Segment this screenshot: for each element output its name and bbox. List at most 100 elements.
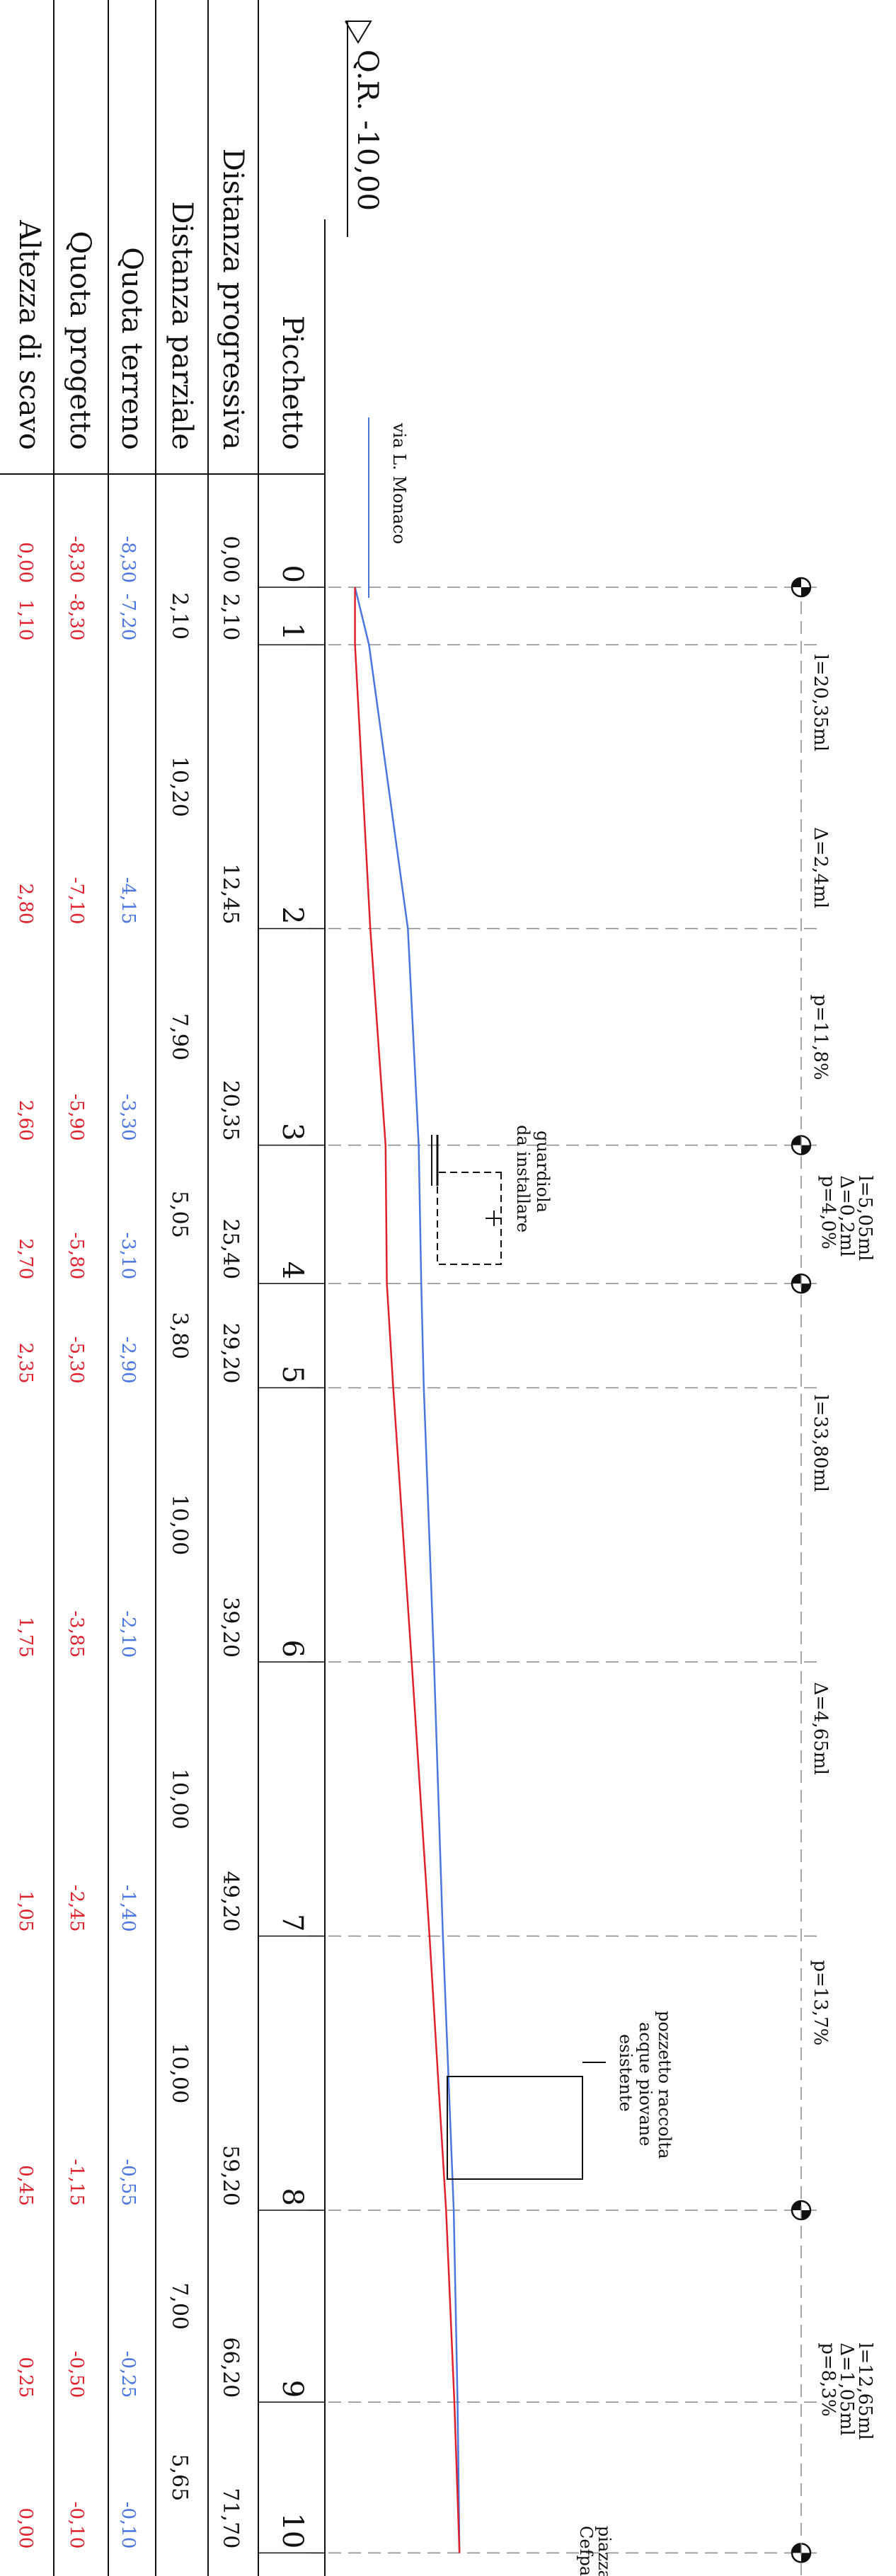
segment-drop-label: Δ=2,4ml — [810, 827, 831, 908]
excavation-depth-label: 0,45 — [15, 2165, 36, 2206]
pozzetto-label-3: esistente — [616, 2034, 636, 2112]
excavation-depth-label: 1,10 — [15, 599, 36, 640]
station-id-label: 4 — [276, 1261, 309, 1279]
progressive-distance-label: 49,20 — [218, 1871, 243, 1932]
profile-lines — [354, 587, 461, 2553]
end-label-2: Cefpa — [576, 2526, 596, 2576]
partial-distance-label: 10,00 — [167, 1494, 192, 1555]
partial-distance-label: 3,80 — [167, 1312, 192, 1359]
partial-distance-label: 10,00 — [167, 1769, 192, 1830]
label-picchetto: Picchetto — [276, 316, 309, 450]
excavation-depth-label: 0,00 — [15, 542, 36, 583]
pozzetto-box — [447, 2076, 583, 2180]
guardiola-label-2: da installare — [513, 1125, 533, 1232]
start-road-label: via L. Monaco — [389, 422, 409, 544]
project-elevation-label: -5,30 — [66, 1336, 87, 1384]
terrain-elevation-label: -7,20 — [117, 594, 139, 641]
terrain-elevation-label: -2,90 — [117, 1336, 139, 1384]
row-labels: Picchetto Distanza progressiva Distanza … — [13, 149, 309, 450]
end-label-1: piazza — [595, 2526, 614, 2576]
progressive-distance-label: 39,20 — [218, 1597, 243, 1658]
segment-drop-label: Δ=0,2ml — [836, 1175, 857, 1257]
excavation-depth-label: 1,05 — [15, 1891, 36, 1932]
partial-distance-label: 5,05 — [167, 1191, 192, 1238]
station-id-label: 8 — [276, 2188, 309, 2206]
pozzetto-label-1: pozzetto raccolta — [655, 2011, 674, 2159]
label-distanza-progressiva: Distanza progressiva — [217, 149, 249, 450]
project-elevation-label: -5,80 — [66, 1232, 87, 1280]
progressive-distance-label: 71,70 — [218, 2488, 243, 2548]
station-id-label: 10 — [276, 2512, 309, 2548]
label-distanza-parziale: Distanza parziale — [166, 202, 198, 450]
project-elevation-label: -5,90 — [66, 1094, 87, 1141]
label-quota-progetto: Quota progetto — [64, 231, 96, 450]
station-id-label: 3 — [276, 1123, 309, 1140]
segment-drop-label: Δ=1,05ml — [836, 2343, 857, 2435]
project-profile-line — [354, 587, 461, 2553]
segment-slope-label: p=4,0% — [817, 1175, 839, 1249]
terrain-elevation-label: -2,10 — [117, 1610, 139, 1658]
terrain-elevation-label: -0,55 — [117, 2159, 139, 2206]
reference-level: Q.R. -10,00 — [345, 21, 384, 237]
project-elevation-label: -1,15 — [66, 2159, 87, 2206]
segment-drop-label: Δ=4,65ml — [810, 1682, 831, 1774]
station-table: 0 0,00 -8,30 -8,30 0,00 2,10 1 2,10 -7,20 -8,30 1,… — [15, 536, 325, 2554]
partial-distance-label: 7,00 — [167, 2282, 192, 2330]
terrain-elevation-label: -4,15 — [117, 877, 139, 925]
segment-length-label: l=20,35ml — [810, 654, 831, 752]
segment-length-label: l=5,05ml — [854, 1175, 875, 1261]
partial-distance-label: 7,90 — [167, 1013, 192, 1061]
slope-segments: l=20,35mlΔ=2,4mlp=11,8%l=5,05mlΔ=0,2mlp=… — [810, 654, 875, 2440]
project-elevation-label: -2,45 — [66, 1885, 87, 1932]
excavation-depth-label: 2,80 — [15, 884, 36, 925]
project-elevation-label: -3,85 — [66, 1610, 87, 1658]
terrain-elevation-label: -3,10 — [117, 1232, 139, 1280]
progressive-distance-label: 12,45 — [218, 864, 243, 925]
partial-distance-label: 5,65 — [167, 2454, 192, 2501]
excavation-depth-label: 2,35 — [15, 1343, 36, 1384]
terrain-elevation-label: -1,40 — [117, 1885, 139, 1932]
progressive-distance-label: 66,20 — [218, 2337, 243, 2398]
station-id-label: 9 — [276, 2380, 309, 2398]
progressive-distance-label: 29,20 — [218, 1323, 243, 1384]
station-id-label: 0 — [276, 565, 309, 583]
annotations: via L. Monaco guardiola da installare po… — [368, 417, 674, 2576]
station-id-label: 5 — [276, 1365, 309, 1383]
excavation-depth-label: 1,75 — [15, 1617, 36, 1658]
station-id-label: 1 — [276, 623, 309, 640]
excavation-depth-label: 2,60 — [15, 1100, 36, 1141]
station-guides — [309, 577, 818, 2576]
progressive-distance-label: 25,40 — [218, 1218, 243, 1279]
reference-label: Q.R. — [351, 50, 384, 110]
progressive-distance-label: 20,35 — [218, 1080, 243, 1141]
station-marker-icon — [791, 577, 812, 598]
terrain-elevation-label: -0,10 — [117, 2502, 139, 2549]
station-id-label: 2 — [276, 906, 309, 924]
segment-slope-label: p=8,3% — [817, 2343, 839, 2416]
segment-slope-label: p=11,8% — [810, 995, 831, 1080]
progressive-distance-label: 59,20 — [218, 2145, 243, 2206]
guardiola-label-1: guardiola — [533, 1131, 553, 1213]
excavation-depth-label: 0,25 — [15, 2357, 36, 2398]
station-id-label: 6 — [276, 1640, 309, 1658]
excavation-depth-label: 0,00 — [15, 2507, 36, 2548]
partial-distance-label: 10,00 — [167, 2043, 192, 2103]
reference-triangle — [345, 21, 372, 44]
partial-distance-label: 2,10 — [167, 592, 192, 640]
project-elevation-label: -7,10 — [66, 877, 87, 925]
terrain-profile-line — [354, 587, 461, 2553]
segment-length-label: l=33,80ml — [810, 1394, 831, 1492]
project-elevation-label: -0,10 — [66, 2502, 87, 2549]
segment-length-label: l=12,65ml — [854, 2343, 875, 2440]
label-altezza-scavo: Altezza di scavo — [13, 219, 45, 450]
progressive-distance-label: 2,10 — [218, 594, 243, 641]
segment-slope-label: p=13,7% — [810, 1960, 831, 2045]
project-elevation-label: -8,30 — [66, 594, 87, 641]
label-quota-terreno: Quota terreno — [115, 247, 148, 450]
pozzetto-label-2: acque piovane — [636, 2022, 655, 2146]
partial-distance-label: 10,20 — [167, 756, 192, 817]
terrain-elevation-label: -3,30 — [117, 1094, 139, 1141]
excavation-depth-label: 2,70 — [15, 1238, 36, 1279]
station-id-label: 7 — [276, 1914, 309, 1931]
